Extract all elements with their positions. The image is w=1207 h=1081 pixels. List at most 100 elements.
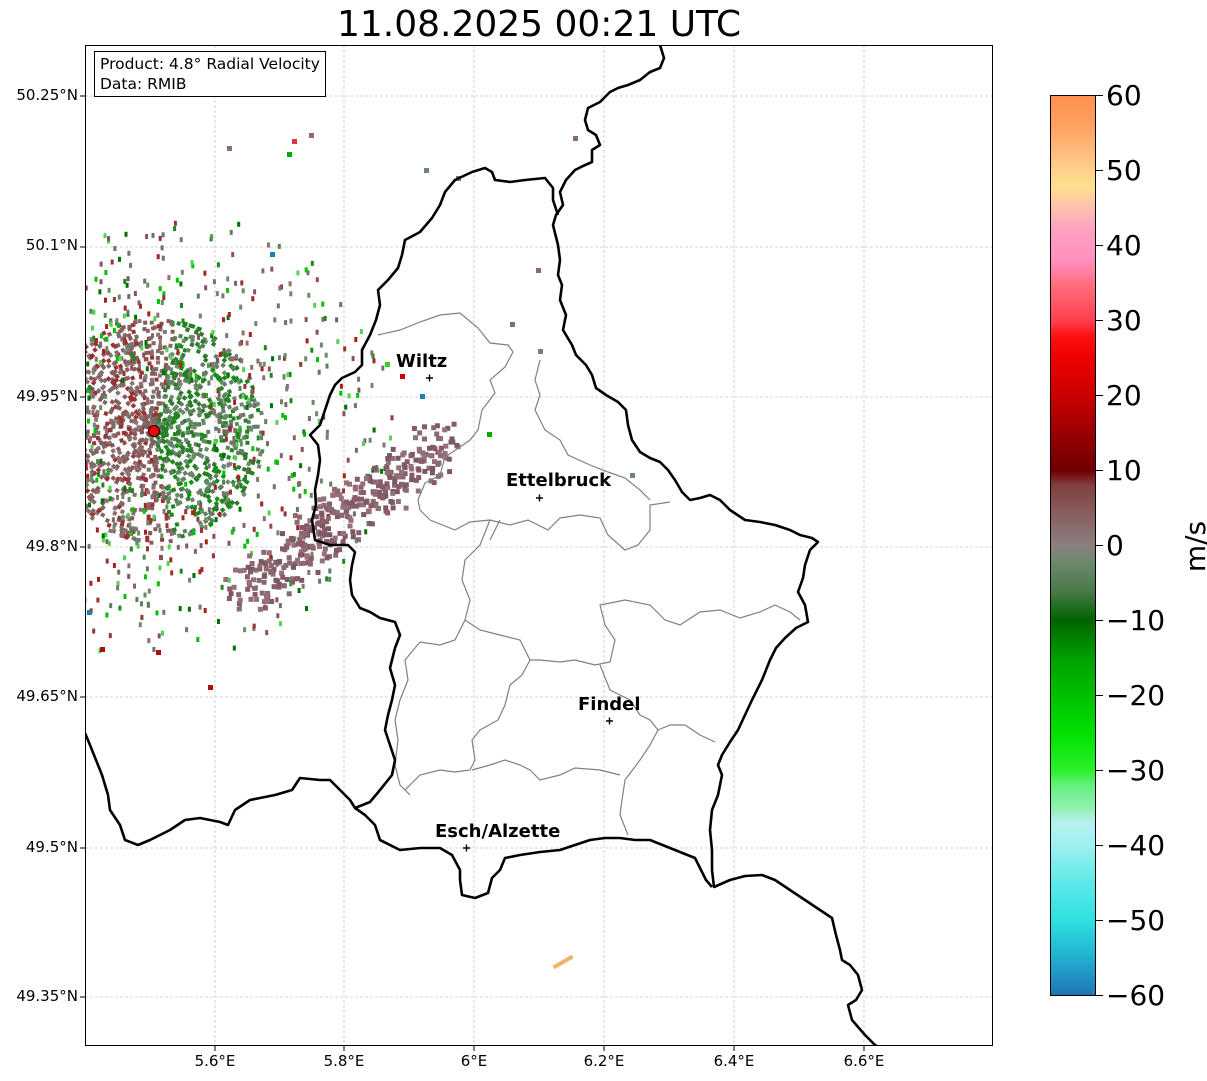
echo-pixel <box>175 476 181 483</box>
echo-pixel <box>354 337 358 342</box>
city-label-ettelbruck: Ettelbruck <box>506 470 612 491</box>
echo-pixel <box>204 486 210 492</box>
echo-pixel <box>66 356 72 362</box>
echo-pixel <box>340 539 346 545</box>
echo-pixel <box>66 427 70 431</box>
echo-pixel <box>139 370 145 376</box>
echo-pixel <box>234 455 238 461</box>
echo-pixel <box>136 452 142 458</box>
echo-pixel <box>392 479 398 485</box>
echo-pixel <box>184 447 190 453</box>
echo-pixel <box>105 336 109 342</box>
echo-pixel <box>329 538 335 543</box>
echo-pixel <box>309 543 315 549</box>
echo-pixel <box>284 320 288 326</box>
echo-pixel <box>100 449 106 455</box>
echo-pixel <box>49 557 52 562</box>
echo-pixel <box>273 317 277 323</box>
echo-pixel <box>316 357 319 363</box>
echo-pixel <box>246 579 252 585</box>
echo-pixel <box>295 507 299 512</box>
echo-pixel <box>142 377 147 383</box>
echo-pixel <box>175 385 182 392</box>
echo-pixel <box>252 585 257 591</box>
echo-pixel <box>191 263 195 269</box>
echo-pixel <box>37 513 40 518</box>
echo-pixel <box>196 472 203 479</box>
echo-pixel <box>239 441 243 447</box>
echo-pixel <box>111 433 116 438</box>
echo-pixel <box>176 393 183 400</box>
city-label-findel: Findel <box>578 694 641 715</box>
echo-pixel <box>187 471 193 477</box>
echo-pixel <box>43 366 46 371</box>
echo-pixel <box>226 462 230 468</box>
echo-pixel <box>298 481 302 486</box>
echo-pixel <box>139 429 145 435</box>
echo-pixel <box>128 522 132 528</box>
echo-pixel <box>209 511 216 517</box>
echo-pixel <box>297 537 303 542</box>
echo-pixel <box>276 459 279 465</box>
echo-pixel <box>304 553 310 559</box>
echo-pixel <box>90 508 96 514</box>
echo-pixel <box>249 470 255 476</box>
echo-pixel <box>137 459 143 465</box>
echo-pixel <box>165 523 169 529</box>
echo-pixel <box>105 461 112 467</box>
echo-pixel <box>216 388 220 394</box>
echo-pixel <box>510 322 515 327</box>
echo-pixel <box>380 495 386 501</box>
echo-pixel <box>350 534 356 540</box>
echo-pixel <box>252 456 256 462</box>
echo-pixel <box>140 405 147 412</box>
radar-echoes <box>15 133 635 690</box>
echo-pixel <box>76 282 79 287</box>
echo-pixel <box>322 546 328 552</box>
echo-pixel <box>119 521 125 527</box>
echo-pixel <box>446 456 452 462</box>
echo-pixel <box>183 437 189 443</box>
echo-pixel <box>146 282 150 288</box>
echo-pixel <box>401 450 407 456</box>
lat-label: 49.35°N <box>16 987 78 1005</box>
echo-pixel <box>213 439 217 445</box>
echo-pixel <box>44 291 47 296</box>
echo-pixel <box>227 146 232 151</box>
echo-pixel <box>180 533 186 539</box>
echo-pixel <box>56 454 61 459</box>
colorbar-tick-label: −30 <box>1106 754 1166 787</box>
echo-pixel <box>116 504 122 510</box>
echo-pixel <box>130 530 134 536</box>
echo-pixel <box>350 529 356 535</box>
echo-pixel <box>135 475 141 481</box>
echo-pixel <box>15 257 18 262</box>
echo-pixel <box>209 405 213 411</box>
echo-pixel <box>191 463 198 470</box>
echo-pixel <box>286 540 291 546</box>
echo-pixel <box>203 393 207 399</box>
echo-pixel <box>138 414 145 420</box>
echo-pixel <box>164 515 168 521</box>
echo-pixel <box>182 528 188 534</box>
echo-pixel <box>186 417 192 423</box>
country-border <box>85 732 713 900</box>
velocity-colorbar <box>1050 95 1096 996</box>
echo-pixel <box>354 503 360 509</box>
echo-pixel <box>213 410 217 416</box>
echo-pixel <box>331 540 337 546</box>
echo-pixel <box>162 295 166 301</box>
echo-pixel <box>283 511 287 517</box>
echo-pixel <box>352 495 358 501</box>
echo-pixel <box>132 526 138 531</box>
echo-pixel <box>215 395 222 402</box>
echo-pixel <box>249 561 255 566</box>
lon-label: 6.2°E <box>583 1052 625 1070</box>
echo-pixel <box>89 337 93 343</box>
echo-pixel <box>85 344 89 350</box>
echo-pixel <box>186 389 192 395</box>
echo-pixel <box>107 440 113 446</box>
echo-pixel <box>132 356 136 361</box>
echo-pixel <box>365 508 371 514</box>
echo-pixel <box>108 386 115 392</box>
